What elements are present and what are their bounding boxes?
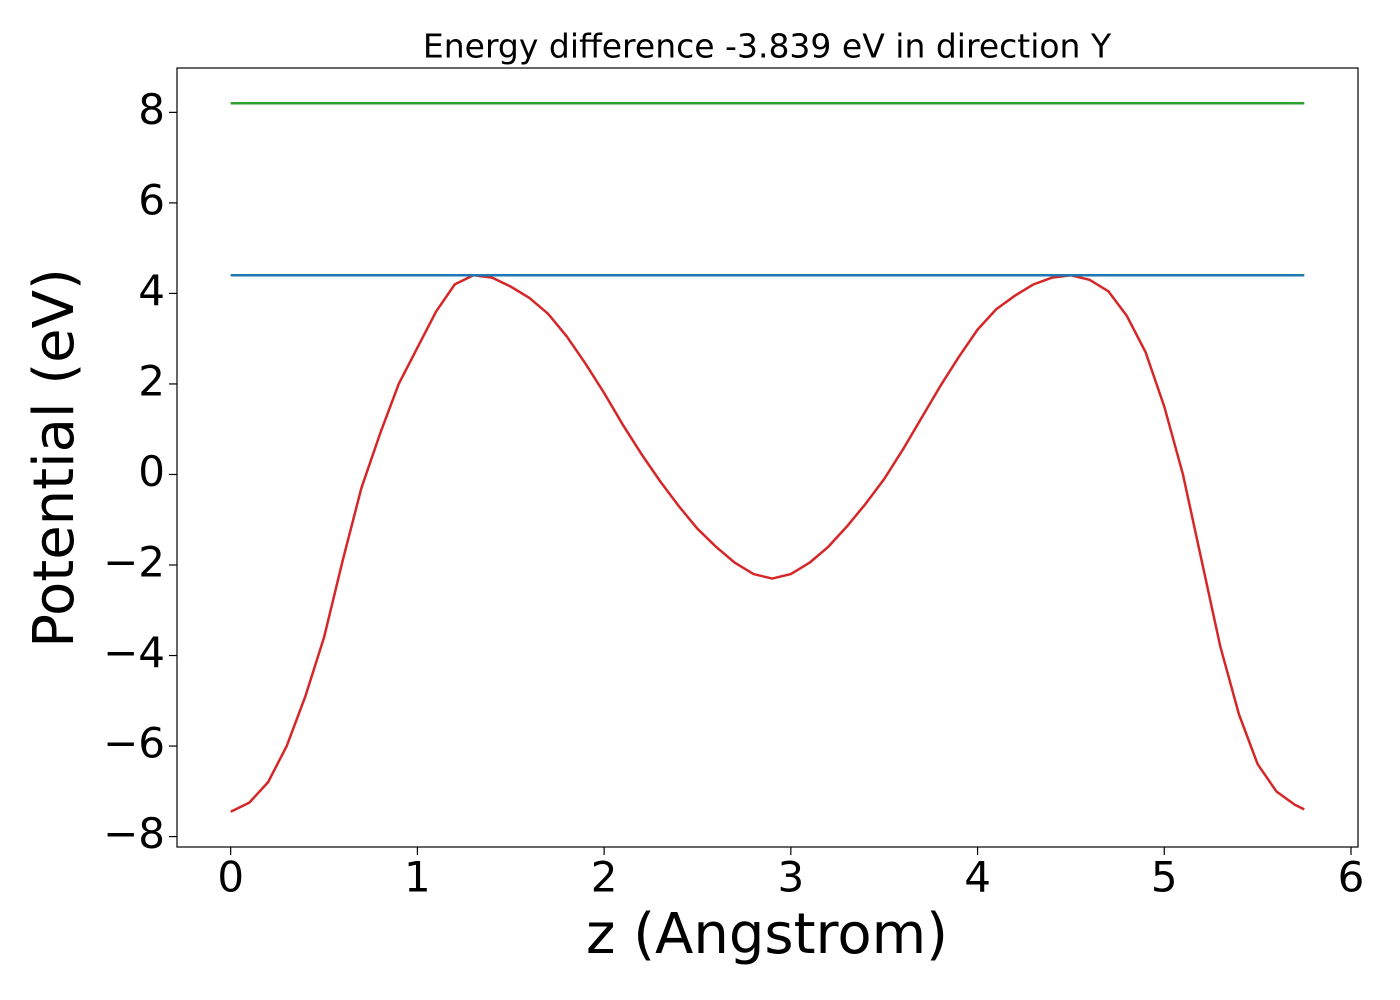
y-tick-label: 2 <box>138 356 165 405</box>
y-axis-label: Potential (eV) <box>22 268 87 648</box>
x-tick-label: 5 <box>1151 853 1178 902</box>
x-tick-label: 1 <box>404 853 431 902</box>
x-tick-label: 2 <box>591 853 618 902</box>
x-tick-label: 6 <box>1338 853 1365 902</box>
x-axis-label: z (Angstrom) <box>586 902 948 967</box>
chart-title: Energy difference -3.839 eV in direction… <box>423 27 1112 66</box>
x-tick-label: 0 <box>217 853 244 902</box>
y-tick-label: 8 <box>138 85 165 134</box>
y-tick-label: 4 <box>138 266 165 315</box>
y-tick-label: −2 <box>103 538 165 587</box>
x-tick-label: 4 <box>964 853 991 902</box>
y-tick-label: 0 <box>138 447 165 496</box>
y-tick-label: 6 <box>138 175 165 224</box>
line-series <box>230 274 1305 813</box>
plot-frame <box>176 67 1359 848</box>
y-tick-label: −4 <box>103 628 165 677</box>
x-tick-label: 3 <box>777 853 804 902</box>
y-tick-label: −8 <box>103 809 165 858</box>
y-tick-label: −6 <box>103 719 165 768</box>
